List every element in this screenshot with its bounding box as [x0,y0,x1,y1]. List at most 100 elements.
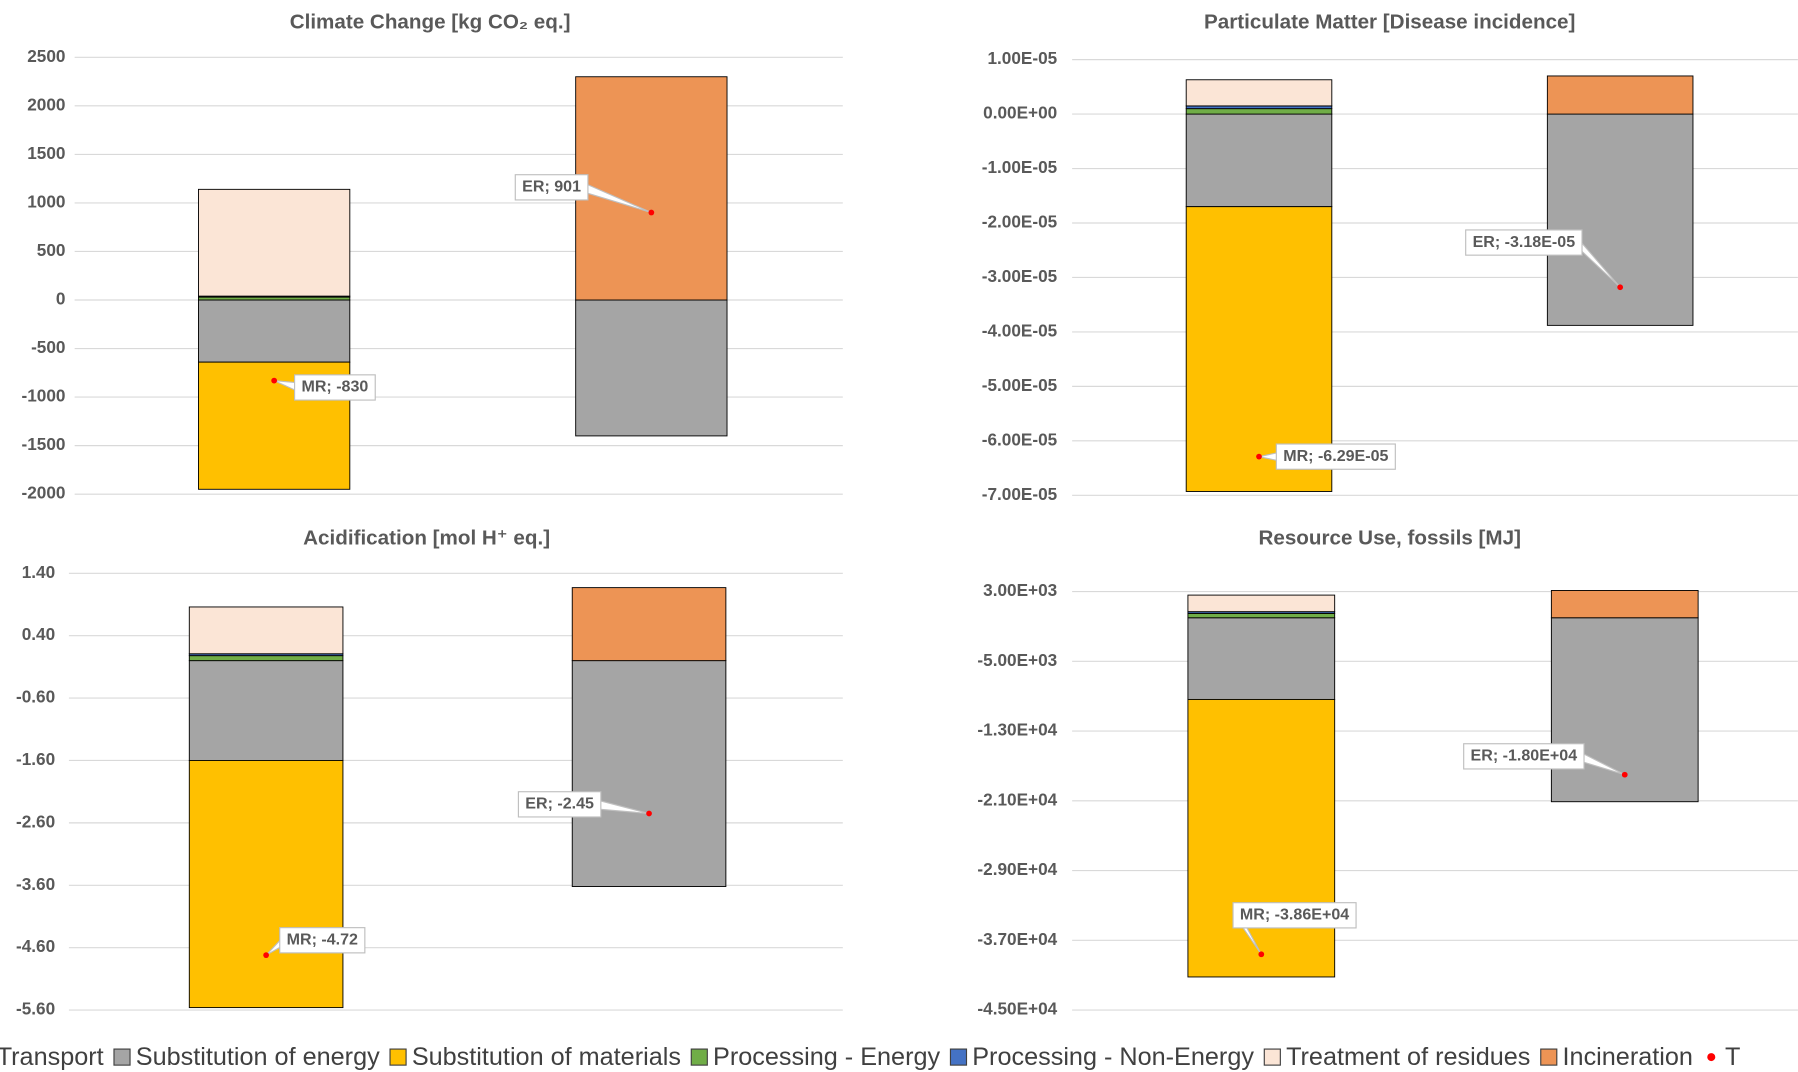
y-tick-label: -5.00E+03 [977,650,1057,670]
legend-label: Treatment of residues [1286,1043,1530,1071]
legend-swatch [1263,1048,1281,1066]
bar-segment [188,655,344,662]
total-marker [1621,771,1628,778]
y-tick-label: -6.00E-05 [982,429,1058,449]
bar-segment [575,299,728,437]
legend-swatch [389,1048,407,1066]
data-label: MR; -6.29E-05 [1283,447,1388,465]
bar-segment [188,660,344,761]
bar-segment [1185,108,1333,115]
bar-segment [198,188,351,297]
bar-segment [1187,594,1336,613]
callout-box [1232,902,1357,929]
y-tick-label: -7.00E-05 [982,484,1058,504]
y-tick-label: -500 [31,337,65,357]
y-tick-label: -1000 [22,386,66,406]
y-tick-label: 2500 [27,46,65,66]
data-label: ER; -2.45 [525,795,594,813]
callout-box [294,374,376,401]
y-tick-label: 1.00E-05 [987,48,1057,68]
y-tick-label: -1.00E-05 [982,157,1058,177]
y-tick-label: 0.40 [22,624,55,644]
callout-box [1465,229,1583,256]
data-label: MR; -4.72 [287,931,358,949]
y-tick-label: -2.00E-05 [982,212,1058,232]
bar-segment [1185,79,1333,107]
bar-segment [1550,590,1699,619]
callout: MR; -3.86E+04 [1232,902,1357,955]
callout: ER; -3.18E-05 [1465,229,1621,288]
legend-label: Processing - Energy [713,1043,940,1071]
callout: ER; -2.45 [517,791,650,818]
y-tick-label: -3.60 [16,874,55,894]
callout-box [1463,743,1585,770]
callout: MR; -6.29E-05 [1258,443,1396,470]
callout: ER; 901 [514,174,652,214]
bar-segment [1187,612,1336,619]
bar-segment [575,76,728,301]
total-marker [1256,453,1262,460]
y-tick-label: -3.70E+04 [977,929,1057,949]
y-tick-label: 0.00E+00 [983,103,1057,123]
y-tick-label: 1.40 [22,562,55,582]
y-tick-label: -2.10E+04 [977,789,1057,809]
chart-panel: Particulate Matter [Disease incidence] 1.… [982,10,1798,504]
bar-segment [198,299,351,363]
callout-box [514,174,589,201]
y-tick-label: -2.90E+04 [977,859,1057,879]
legend: Transport Substitution of energy Substitut… [0,1043,1740,1071]
legend-label: Incineration [1563,1043,1693,1071]
chart-title: Climate Change [kg CO₂ eq.] [290,10,571,33]
total-marker [646,810,652,817]
y-tick-label: 0 [56,289,66,309]
total-marker [271,377,278,384]
callout: ER; -1.80E+04 [1463,743,1626,776]
bar-segment [1187,698,1336,978]
y-tick-label: -2.60 [16,811,55,831]
bar-segment [188,760,344,1009]
data-label: ER; -3.18E-05 [1473,233,1576,251]
y-tick-label: -4.60 [16,936,55,956]
bar-segment [1550,617,1699,803]
legend-swatch [949,1048,968,1066]
y-tick-label: -1.30E+04 [977,720,1057,740]
chart-title: Particulate Matter [Disease incidence] [1204,10,1575,33]
data-label: ER; -1.80E+04 [1471,747,1578,765]
y-tick-label: -4.00E-05 [982,320,1058,340]
y-tick-label: 2000 [27,94,65,114]
y-tick-label: -5.60 [16,999,55,1019]
legend-label: Transport [0,1043,104,1071]
y-tick-label: 3.00E+03 [983,580,1057,600]
data-label: ER; 901 [522,178,581,196]
y-tick-label: -4.50E+04 [977,999,1057,1019]
chart-panel: Resource Use, fossils [MJ] 3.00E+03 -5.00E… [977,526,1798,1019]
y-tick-label: -0.60 [16,687,55,707]
callout: MR; -830 [273,374,376,401]
bar-segment [1546,75,1694,115]
chart-title: Resource Use, fossils [MJ] [1258,526,1521,549]
legend-swatch [113,1048,131,1066]
bar-segment [571,660,727,887]
y-tick-label: 500 [37,240,66,260]
y-tick-label: -5.00E-05 [982,375,1058,395]
bar-segment [1187,617,1336,700]
legend-swatch [690,1048,708,1066]
bar-segment [1185,113,1333,208]
bar-segment [1546,113,1694,326]
y-tick-label: -2000 [22,483,66,503]
callout-box [1275,443,1396,470]
total-marker [1258,951,1265,958]
legend-label: Substitution of energy [136,1043,380,1071]
bar-segment [188,606,344,655]
callout-box [517,791,602,818]
total-marker [1617,284,1624,291]
chart-panel: Acidification [mol H⁺ eq.] 1.40 0.40 -0.60 -… [16,526,843,1019]
y-tick-label: -1500 [22,434,66,454]
y-tick-label: -3.00E-05 [982,266,1058,286]
y-tick-label: -1.60 [16,749,55,769]
callout: MR; -4.72 [265,927,366,956]
y-tick-label: 1500 [27,143,65,163]
y-tick-label: 1000 [27,191,65,211]
chart-title: Acidification [mol H⁺ eq.] [303,526,550,549]
